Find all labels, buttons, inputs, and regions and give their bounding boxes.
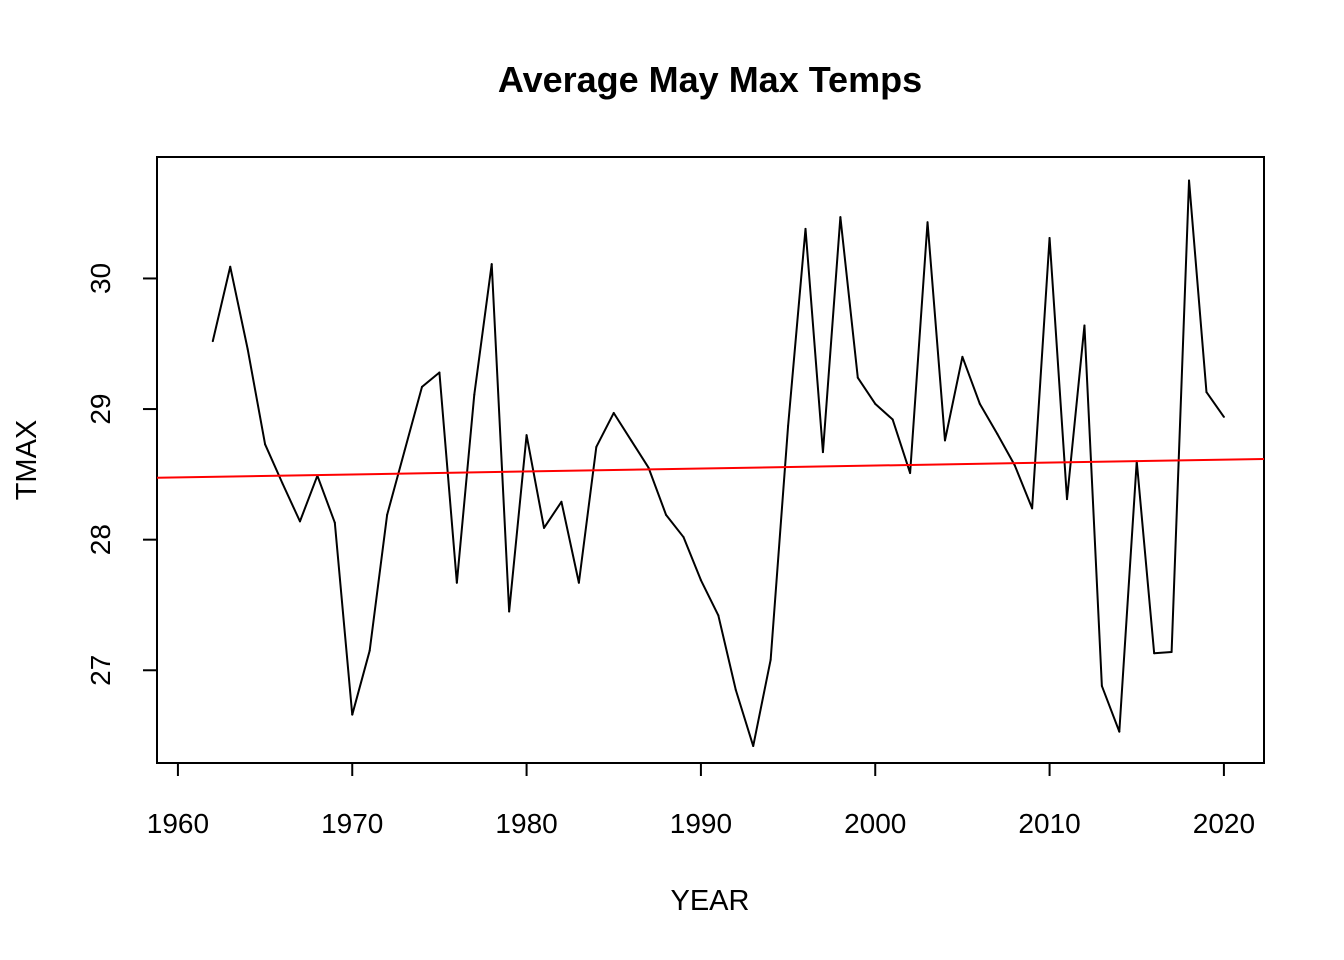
data-point (612, 411, 615, 414)
x-axis: 1960 1970 1980 1990 2000 2010 2020 (147, 762, 1255, 839)
x-tick-label: 1980 (495, 808, 557, 839)
y-axis-label: TMAX (11, 420, 43, 501)
y-axis: 27 28 29 30 (85, 263, 158, 686)
y-tick-label: 27 (85, 655, 116, 686)
x-axis-label: YEAR (671, 885, 750, 917)
data-point (752, 745, 755, 748)
y-tick-label: 28 (85, 524, 116, 555)
data-point (368, 649, 371, 652)
data-point (543, 526, 546, 529)
data-point (1066, 498, 1069, 501)
data-point (682, 536, 685, 539)
data-point (821, 451, 824, 454)
data-point (1222, 415, 1225, 418)
data-point (647, 466, 650, 469)
y-tick-label: 29 (85, 393, 116, 424)
data-point (1100, 684, 1103, 687)
data-point (630, 439, 633, 442)
data-point (508, 610, 511, 613)
data-point (804, 227, 807, 230)
y-tick-label: 30 (85, 263, 116, 294)
tmax-series-line (211, 179, 1225, 748)
data-point (1170, 650, 1173, 653)
data-point (909, 472, 912, 475)
data-point (246, 347, 249, 350)
data-point (1205, 391, 1208, 394)
data-point (298, 520, 301, 523)
data-point (1083, 324, 1086, 327)
data-point (525, 434, 528, 437)
data-point (856, 376, 859, 379)
x-tick-label: 2000 (844, 808, 906, 839)
x-tick-label: 2020 (1193, 808, 1255, 839)
data-point (560, 500, 563, 503)
data-point (438, 371, 441, 374)
data-point (839, 216, 842, 219)
data-point (1118, 730, 1121, 733)
data-point (473, 393, 476, 396)
data-point (211, 340, 214, 343)
data-point (961, 355, 964, 358)
trend-line (156, 457, 1265, 479)
data-point (577, 581, 580, 584)
data-point (386, 513, 389, 516)
plot-frame (156, 156, 1265, 764)
data-point (1153, 652, 1156, 655)
data-point (978, 402, 981, 405)
data-point (264, 443, 267, 446)
data-point (734, 688, 737, 691)
data-point (420, 385, 423, 388)
series-layer (156, 179, 1265, 748)
data-point (665, 513, 668, 516)
data-point (455, 581, 458, 584)
data-point (717, 614, 720, 617)
data-point (874, 402, 877, 405)
data-point (351, 713, 354, 716)
data-point (1188, 179, 1191, 182)
data-point (281, 482, 284, 485)
x-tick-label: 1970 (321, 808, 383, 839)
x-tick-label: 2010 (1018, 808, 1080, 839)
data-point (1031, 507, 1034, 510)
data-point (403, 449, 406, 452)
data-point (229, 265, 232, 268)
data-point (769, 658, 772, 661)
data-point (595, 445, 598, 448)
x-tick-label: 1990 (670, 808, 732, 839)
data-point (926, 221, 929, 224)
data-point (333, 521, 336, 524)
x-tick-label: 1960 (147, 808, 209, 839)
data-point (490, 263, 493, 266)
data-point (787, 425, 790, 428)
data-point (891, 418, 894, 421)
data-point (699, 579, 702, 582)
data-point (996, 432, 999, 435)
data-point (1048, 236, 1051, 239)
chart-title: Average May Max Temps (498, 59, 922, 100)
data-point (943, 439, 946, 442)
data-point (1013, 464, 1016, 467)
